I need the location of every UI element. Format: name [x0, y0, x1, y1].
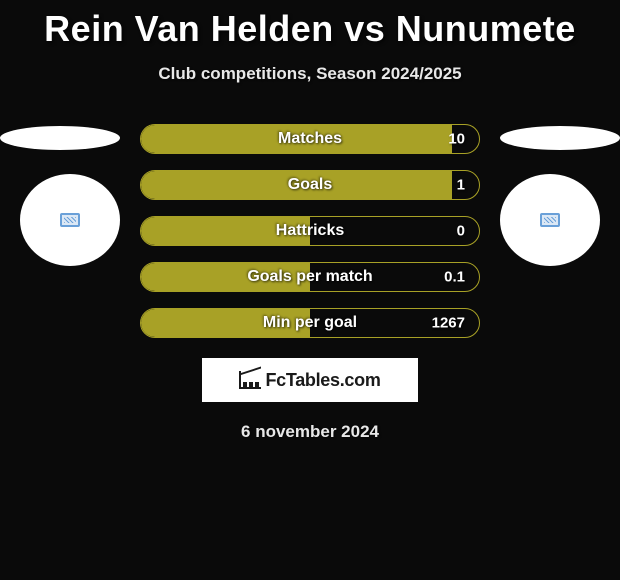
stats-area: Matches 10 Goals 1 Hattricks 0 Goals per…	[0, 124, 620, 338]
stat-bar: Hattricks 0	[140, 216, 480, 246]
stat-label: Matches	[278, 130, 342, 148]
stat-bar: Min per goal 1267	[140, 308, 480, 338]
badge-icon	[60, 213, 80, 227]
date-text: 6 november 2024	[0, 422, 620, 442]
stat-value: 0	[457, 223, 465, 240]
subtitle: Club competitions, Season 2024/2025	[0, 64, 620, 84]
logo-text: FcTables.com	[265, 370, 380, 391]
stat-value: 0.1	[444, 269, 465, 286]
stat-value: 1267	[432, 315, 465, 332]
badge-icon	[540, 213, 560, 227]
stat-bar: Matches 10	[140, 124, 480, 154]
stat-bars: Matches 10 Goals 1 Hattricks 0 Goals per…	[140, 124, 480, 338]
stat-bar: Goals 1	[140, 170, 480, 200]
stat-value: 1	[457, 177, 465, 194]
stat-value: 10	[448, 131, 465, 148]
ellipse-right	[500, 126, 620, 150]
player-badge-left	[20, 174, 120, 266]
ellipse-left	[0, 126, 120, 150]
page-title: Rein Van Helden vs Nunumete	[0, 0, 620, 50]
logo-chart-icon	[239, 371, 261, 389]
stat-label: Hattricks	[276, 222, 344, 240]
player-badge-right	[500, 174, 600, 266]
stat-label: Min per goal	[263, 314, 357, 332]
stat-bar: Goals per match 0.1	[140, 262, 480, 292]
logo-box: FcTables.com	[202, 358, 418, 402]
stat-label: Goals per match	[247, 268, 372, 286]
stat-label: Goals	[288, 176, 332, 194]
